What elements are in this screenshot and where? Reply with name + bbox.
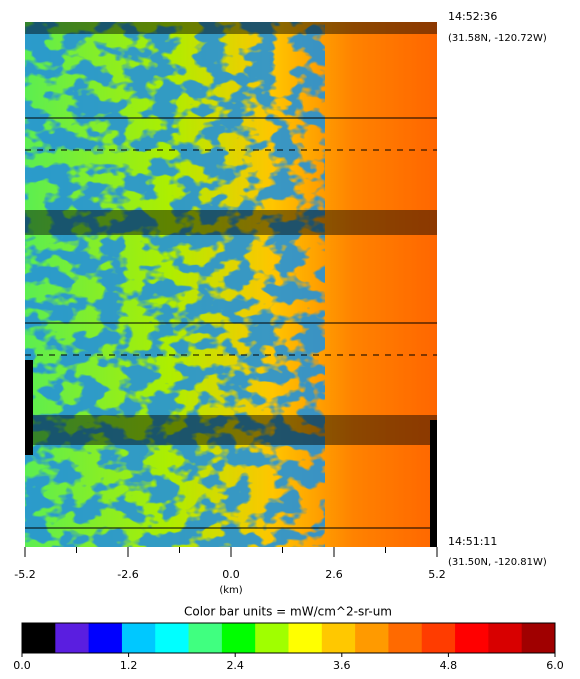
colorbar-title: Color bar units = mW/cm^2-sr-um [184, 605, 392, 619]
annotation: (31.58N, -120.72W) [448, 33, 547, 44]
x-tick-label: 2.6 [325, 568, 343, 581]
colorbar-cell [321, 623, 356, 653]
x-tick-label: -5.2 [14, 568, 35, 581]
colorbar-tick-label: 4.8 [440, 659, 458, 672]
x-tick-label: 5.2 [428, 568, 446, 581]
x-tick-label: -2.6 [117, 568, 138, 581]
colorbar-frame [21, 622, 556, 654]
annotation: 14:51:11 [448, 535, 497, 548]
colorbar-cell [355, 623, 389, 653]
colorbar-cell [455, 623, 489, 653]
colorbar-cell [88, 623, 123, 653]
annotation: (31.50N, -120.81W) [448, 557, 547, 568]
colorbar-cell [421, 623, 456, 653]
colorbar-cell [388, 623, 423, 653]
colorbar-cell [288, 623, 323, 653]
colorbar-tick-label: 0.0 [13, 659, 31, 672]
colorbar-cell [221, 623, 256, 653]
colorbar-cell [55, 623, 90, 653]
colorbar-cell [22, 623, 56, 653]
x-tick-label: 0.0 [222, 568, 240, 581]
colorbar-cell [188, 623, 223, 653]
annotation: 14:52:36 [448, 10, 497, 23]
colorbar-cell [121, 623, 156, 653]
colorbar-tick-label: 3.6 [333, 659, 351, 672]
colorbar-cell [255, 623, 289, 653]
colorbar-tick-label: 6.0 [546, 659, 564, 672]
colorbar-cell [488, 623, 523, 653]
colorbar-cell [155, 623, 190, 653]
x-axis-label: (km) [219, 585, 242, 596]
swath-image [25, 22, 437, 547]
colorbar-tick-label: 2.4 [226, 659, 244, 672]
colorbar-tick-label: 1.2 [120, 659, 138, 672]
colorbar-cell [521, 623, 556, 653]
